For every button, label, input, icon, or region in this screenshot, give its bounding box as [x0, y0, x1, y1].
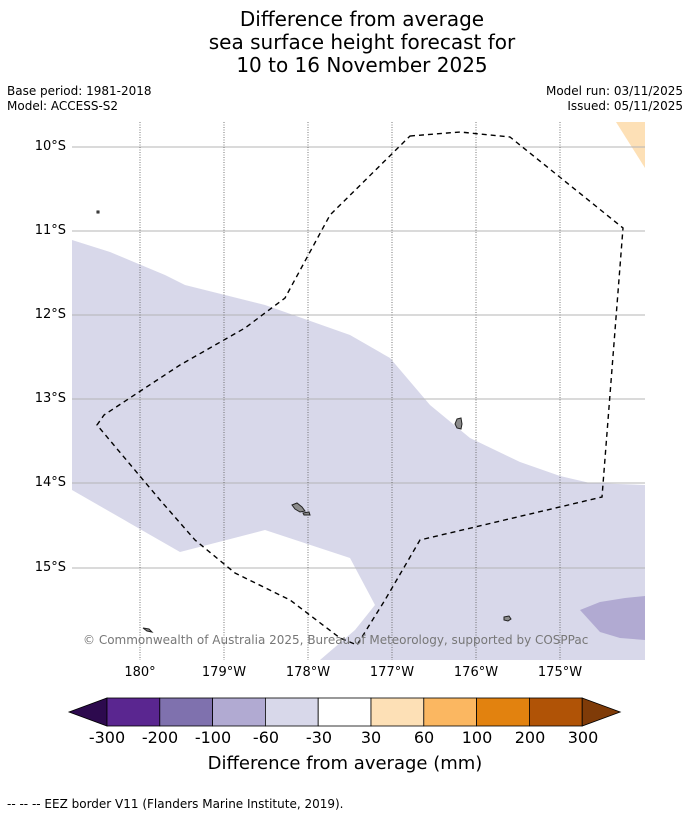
cbar-label-m30: -30 — [305, 728, 333, 747]
lon-label-179w: 179°W — [201, 665, 247, 680]
anomaly-region-30-60 — [616, 122, 645, 168]
lat-label-13s: 13°S — [34, 391, 66, 406]
cbar-label-m300: -300 — [88, 728, 126, 747]
lat-label-15s: 15°S — [34, 560, 66, 575]
cbar-label-60: 60 — [413, 728, 435, 747]
island-a — [454, 417, 463, 430]
lat-label-10s: 10°S — [34, 139, 66, 154]
cbar-label-m100: -100 — [194, 728, 232, 747]
colorbar-segment-8 — [476, 697, 530, 727]
cbar-label-300: 300 — [567, 728, 599, 747]
colorbar-segment-3 — [212, 697, 266, 727]
lon-label-180: 180° — [124, 665, 156, 680]
colorbar-segment-1 — [106, 697, 161, 727]
eez-footnote: -- -- -- EEZ border V11 (Flanders Marine… — [7, 797, 344, 811]
cbar-label-m60: -60 — [252, 728, 280, 747]
island-c — [302, 511, 311, 516]
island-d — [503, 615, 512, 622]
lon-label-176w: 176°W — [453, 665, 499, 680]
cbar-label-100: 100 — [461, 728, 493, 747]
model-run: Model run: 03/11/2025 — [545, 84, 683, 98]
colorbar-segment-7 — [423, 697, 477, 727]
colorbar-extend-high — [581, 697, 622, 727]
colorbar-extend-low — [67, 697, 108, 727]
island-b — [291, 502, 306, 513]
title-line-1: Difference from average — [239, 7, 485, 31]
colorbar-title: Difference from average (mm) — [207, 753, 483, 774]
anomaly-region-m100-m60 — [580, 596, 645, 640]
island-e — [142, 627, 154, 633]
colorbar-segment-9 — [529, 697, 583, 727]
lon-gridlines — [139, 122, 561, 660]
meta-right: Model run: 03/11/2025 Issued: 05/11/2025 — [546, 84, 683, 114]
anomaly-region-m60-m30 — [72, 240, 645, 660]
map-area — [72, 122, 645, 660]
colorbar-segment-4 — [264, 697, 319, 727]
lat-label-14s: 14°S — [34, 475, 66, 490]
cbar-label-m200: -200 — [141, 728, 179, 747]
colorbar-segment-2 — [159, 697, 214, 727]
cbar-label-30: 30 — [360, 728, 382, 747]
meta-left: Base period: 1981-2018 Model: ACCESS-S2 — [7, 84, 152, 114]
base-period: Base period: 1981-2018 — [7, 84, 152, 98]
lon-label-177w: 177°W — [369, 665, 415, 680]
islands — [96, 210, 512, 633]
lat-gridlines — [72, 146, 645, 569]
colorbar — [67, 697, 622, 727]
colorbar-segment-5 — [317, 697, 372, 727]
title-line-3: 10 to 16 November 2025 — [236, 53, 488, 77]
lat-label-12s: 12°S — [34, 307, 66, 322]
colorbar-segment-6 — [370, 697, 425, 727]
map-title: Difference from average sea surface heig… — [0, 8, 690, 77]
lat-label-11s: 11°S — [34, 223, 66, 238]
lon-label-175w: 175°W — [537, 665, 583, 680]
eez-border — [96, 131, 624, 646]
lon-label-178w: 178°W — [285, 665, 331, 680]
issued-date: Issued: 05/11/2025 — [567, 99, 683, 113]
copyright-notice: © Commonwealth of Australia 2025, Bureau… — [83, 633, 589, 647]
cbar-label-200: 200 — [514, 728, 546, 747]
model-name: Model: ACCESS-S2 — [7, 99, 119, 113]
island-f — [96, 210, 100, 214]
title-line-2: sea surface height forecast for — [208, 30, 516, 54]
